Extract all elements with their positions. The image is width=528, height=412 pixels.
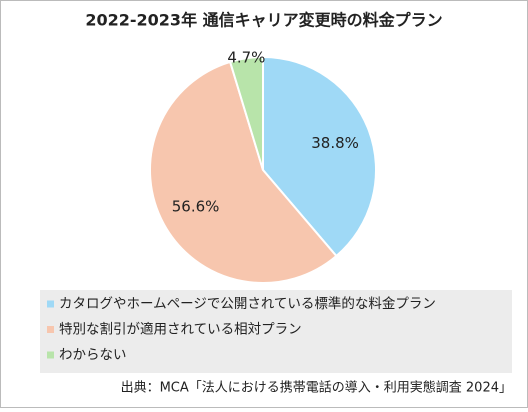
data-label: 38.8%: [311, 134, 359, 152]
legend-label: カタログやホームページで公開されている標準的な料金プラン: [59, 296, 436, 312]
legend-swatch: [47, 351, 54, 359]
data-label: 56.6%: [172, 197, 220, 215]
data-label: 4.7%: [227, 49, 265, 67]
chart-title: 2022-2023年 通信キャリア変更時の料金プラン: [85, 11, 442, 30]
legend-label: わからない: [59, 347, 127, 363]
pie-slice: [228, 55, 264, 171]
legend-swatch: [47, 300, 54, 308]
pie-slice: [149, 60, 338, 284]
legend-box: [40, 290, 512, 373]
pie-slice: [262, 55, 377, 258]
legend-swatch: [47, 326, 54, 333]
source: 出典：MCA「法人における携帯電話の導入・利用実態調査 2024」: [121, 380, 512, 396]
legend-label: 特別な割引が適用されている相対プラン: [59, 321, 302, 338]
